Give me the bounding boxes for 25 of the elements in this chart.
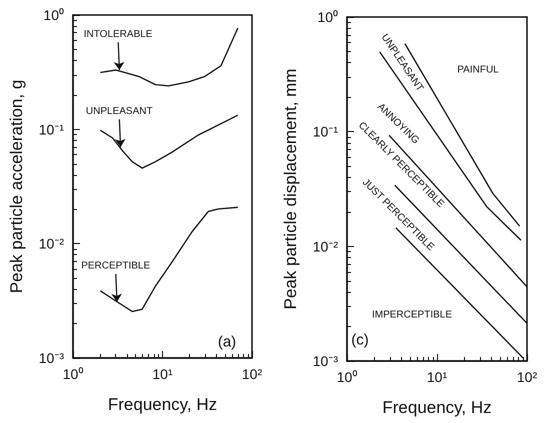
- y-tick-label: 10⁰: [43, 7, 64, 23]
- y-tick-label: 10⁻³: [38, 350, 64, 366]
- x-tick-label: 10¹: [152, 366, 173, 382]
- y-tick-label: 10⁻²: [312, 238, 338, 254]
- y-tick-label: 10⁻¹: [38, 121, 64, 138]
- x-tick-label: 10²: [242, 366, 262, 382]
- y-axis-title: Peak particle displacement, mm: [281, 68, 300, 310]
- annotation: (a): [218, 334, 236, 350]
- x-axis-title: Frequency, Hz: [382, 398, 492, 417]
- annotation: PERCEPTIBLE: [81, 260, 150, 272]
- annotation: (c): [351, 332, 369, 348]
- x-tick-label: 10¹: [426, 369, 448, 385]
- x-axis-title: Frequency, Hz: [108, 395, 218, 414]
- y-tick-label: 10⁻²: [38, 236, 64, 252]
- y-tick-label: 10⁻³: [312, 353, 338, 369]
- y-tick-label: 10⁰: [317, 9, 338, 25]
- y-axis-title: Peak particle acceleration, g: [7, 80, 26, 294]
- annotation: IMPERCEPTIBLE: [372, 310, 452, 320]
- x-tick-label: 10⁰: [62, 366, 84, 382]
- annotation: UNPLEASANT: [86, 106, 153, 117]
- x-tick-label: 10²: [516, 369, 538, 385]
- annotation: INTOLERABLE: [84, 28, 153, 40]
- x-tick-label: 10⁰: [336, 369, 358, 385]
- y-tick-label: 10⁻¹: [312, 124, 338, 140]
- annotation: PAINFUL: [457, 64, 500, 76]
